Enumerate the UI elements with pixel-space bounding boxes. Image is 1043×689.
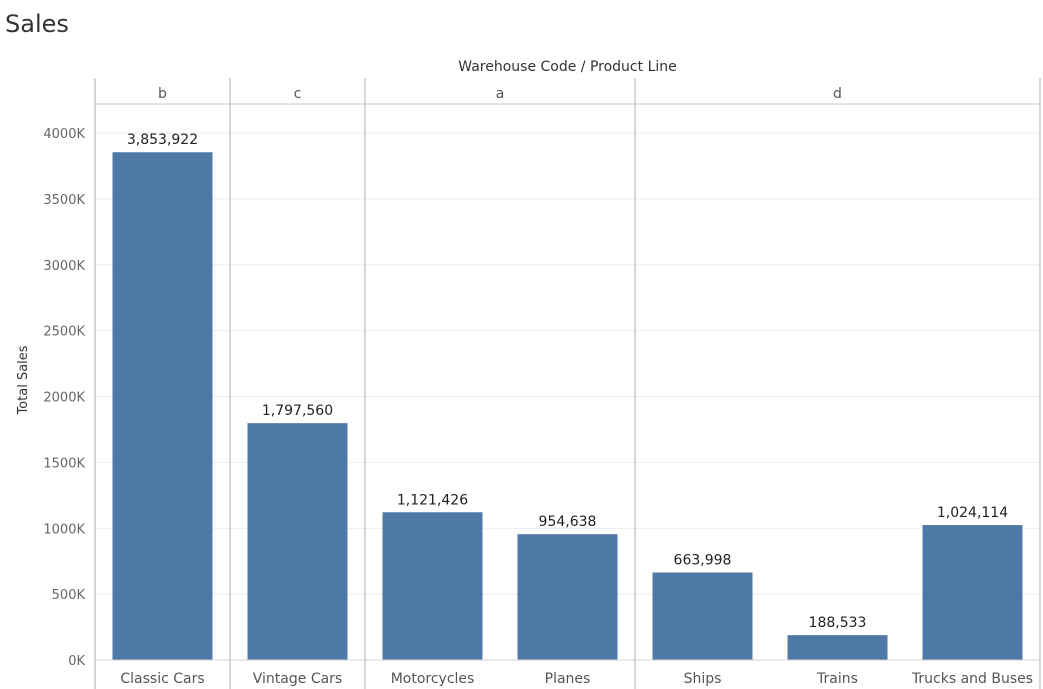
y-tick-label: 1000K xyxy=(43,522,85,537)
y-axis-title: Total Sales xyxy=(16,345,31,415)
y-tick-label: 2000K xyxy=(43,391,85,406)
data-label: 954,638 xyxy=(539,514,597,530)
x-category-label: Classic Cars xyxy=(120,671,204,687)
data-label: 663,998 xyxy=(674,553,732,569)
x-category-label: Vintage Cars xyxy=(253,671,342,687)
bar xyxy=(112,152,213,660)
chart-title: Sales xyxy=(5,10,69,38)
data-label: 1,121,426 xyxy=(397,492,468,508)
y-tick-label: 0K xyxy=(68,654,85,669)
x-category-label: Motorcycles xyxy=(391,671,475,687)
bar xyxy=(652,572,753,660)
bar xyxy=(922,525,1023,660)
bar xyxy=(247,423,348,660)
y-tick-label: 4000K xyxy=(43,127,85,142)
x-category-label: Trucks and Buses xyxy=(911,671,1033,687)
bar xyxy=(517,534,618,660)
data-label: 188,533 xyxy=(809,615,867,631)
data-label: 1,797,560 xyxy=(262,403,333,419)
column-header-title: Warehouse Code / Product Line xyxy=(458,59,677,75)
group-header-d: d xyxy=(833,86,842,102)
data-label: 1,024,114 xyxy=(937,505,1008,521)
group-header-c: c xyxy=(294,86,302,102)
data-label: 3,853,922 xyxy=(127,132,198,148)
y-tick-label: 2500K xyxy=(43,325,85,340)
y-tick-label: 3500K xyxy=(43,193,85,208)
bar xyxy=(382,512,483,660)
group-header-b: b xyxy=(158,86,167,102)
group-header-a: a xyxy=(496,86,505,102)
x-category-label: Ships xyxy=(684,671,722,687)
y-tick-label: 500K xyxy=(52,588,86,603)
bar xyxy=(787,635,888,660)
x-category-label: Trains xyxy=(816,671,858,687)
y-tick-label: 3000K xyxy=(43,259,85,274)
x-category-label: Planes xyxy=(545,671,591,687)
y-tick-label: 1500K xyxy=(43,456,85,471)
